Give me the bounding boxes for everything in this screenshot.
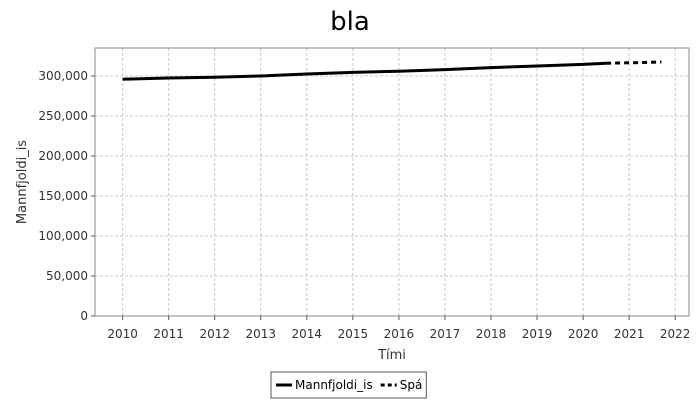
x-tick-label: 2014 xyxy=(292,327,323,341)
y-axis-label: Mannfjoldi_is xyxy=(15,140,30,224)
grid xyxy=(95,48,689,316)
y-tick-label: 300,000 xyxy=(38,69,88,83)
y-tick-label: 150,000 xyxy=(38,189,88,203)
y-tick-label: 50,000 xyxy=(46,269,88,283)
legend-label: Mannfjoldi_is xyxy=(295,378,373,392)
plot-area xyxy=(95,48,689,316)
x-tick-label: 2010 xyxy=(107,327,138,341)
legend-box xyxy=(270,371,427,399)
y-tick-label: 250,000 xyxy=(38,109,88,123)
y-axis-ticks: 0 50,000 100,000 150,000 200,000 250,000 300,0… xyxy=(38,69,95,323)
x-tick-label: 2012 xyxy=(199,327,230,341)
x-tick-label: 2011 xyxy=(153,327,184,341)
legend-label: Spá xyxy=(400,378,423,392)
x-tick-label: 2020 xyxy=(568,327,599,341)
x-tick-label: 2022 xyxy=(660,327,691,341)
x-tick-label: 2021 xyxy=(614,327,645,341)
plot-border xyxy=(94,47,690,317)
x-tick-label: 2016 xyxy=(384,327,415,341)
y-tick-label: 100,000 xyxy=(38,229,88,243)
series-group xyxy=(122,60,662,81)
x-tick-label: 2013 xyxy=(245,327,276,341)
plot-background xyxy=(95,48,689,316)
series-line-mannfjoldi-is xyxy=(122,61,607,81)
x-axis-label: Tími xyxy=(377,348,406,363)
axes xyxy=(94,47,690,317)
x-tick-label: 2015 xyxy=(338,327,369,341)
y-tick-label: 200,000 xyxy=(38,149,88,163)
legend: Mannfjoldi_is Spá xyxy=(270,371,427,399)
x-axis-ticks: 2010 2011 2012 2013 2014 2015 2016 2017 2018 2019… xyxy=(107,316,690,341)
x-tick-label: 2018 xyxy=(476,327,507,341)
chart-title: bla xyxy=(330,7,370,37)
x-tick-label: 2017 xyxy=(430,327,461,341)
x-tick-label: 2019 xyxy=(522,327,553,341)
y-tick-label: 0 xyxy=(80,309,88,323)
